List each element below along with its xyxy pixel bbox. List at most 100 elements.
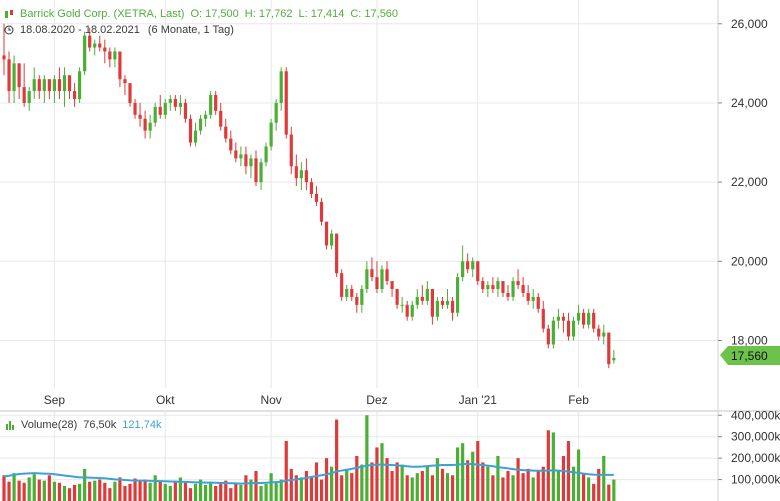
candle-body (178, 102, 182, 107)
candle-body (229, 138, 233, 151)
volume-bar (435, 458, 440, 501)
volume-bar (78, 483, 82, 501)
date-range: 18.08.2020 - 18.02.2021 (20, 24, 140, 36)
volume-bar (375, 447, 379, 501)
volume-bar (88, 481, 92, 501)
candle-body (587, 312, 591, 325)
candle-body (309, 182, 314, 194)
volume-bar (526, 468, 530, 501)
candle-body (511, 281, 515, 297)
candle-body (395, 289, 399, 305)
volume-label: Volume(28) (21, 419, 78, 431)
last-price-label: 17,560 (731, 349, 768, 363)
volume-bar (193, 483, 198, 501)
volume-bar (587, 477, 591, 501)
candle-body (93, 43, 97, 48)
candle-body (269, 122, 273, 147)
candle-body (52, 79, 56, 92)
volume-bar (42, 480, 46, 501)
volume-bar (395, 462, 399, 501)
candle-body (506, 292, 510, 297)
candle-body (37, 79, 41, 92)
volume-bar (576, 449, 581, 501)
candle-body (193, 130, 198, 143)
volume-bar (128, 483, 132, 501)
volume-bar (314, 462, 319, 501)
volume-bar (72, 484, 77, 501)
candle-body (98, 43, 102, 48)
candle-body (340, 273, 344, 297)
volume-series (2, 415, 616, 501)
volume-bar (244, 475, 248, 501)
candle-body (536, 296, 540, 309)
volume-bar (234, 483, 238, 501)
time-tick-label: Nov (260, 393, 281, 407)
volume-bar (607, 484, 611, 501)
volume-bar (410, 477, 414, 501)
volume-bar (299, 477, 303, 501)
last-price-badge: 17,560 (720, 346, 780, 365)
volume-bar (456, 447, 460, 501)
candle-body (42, 79, 46, 92)
candle-body (516, 281, 520, 286)
volume-ma-value: 121,74k (122, 419, 162, 431)
candle-body (239, 154, 243, 159)
candle-body (128, 83, 132, 103)
volume-bar (269, 473, 273, 501)
candle-body (72, 91, 77, 99)
volume-bar (602, 456, 606, 501)
volume-bar (209, 481, 213, 501)
volume-bar (541, 466, 545, 501)
volume-tick-label: 400,000k (731, 408, 780, 422)
candle-body (78, 71, 82, 99)
candle-body (12, 63, 16, 92)
high-value: H: 17,762 (244, 8, 293, 20)
time-tick-label: Sep (44, 393, 66, 407)
candle-body (521, 285, 525, 293)
time-tick-label: Dez (366, 393, 387, 407)
candle-body (57, 79, 62, 92)
candle-body (526, 292, 530, 301)
candle-body (375, 277, 379, 290)
volume-bar (345, 468, 349, 501)
volume-bar (380, 443, 384, 501)
candle-body (486, 285, 490, 290)
volume-tick-label: 300,000k (731, 430, 780, 444)
candle-body (365, 269, 369, 290)
volume-bar (183, 482, 188, 501)
volume-bar (98, 479, 102, 501)
candle-body (561, 316, 566, 321)
volume-ma-line (3, 462, 614, 485)
volume-bar (501, 477, 505, 501)
volume-bar (551, 432, 555, 501)
volume-bar (309, 477, 314, 501)
volume-bar (158, 481, 162, 501)
volume-bar (143, 479, 147, 501)
candle-body (466, 261, 470, 270)
volume-bar (123, 486, 127, 501)
candle-body (355, 296, 359, 305)
candle-body (67, 75, 72, 92)
candle-body (556, 316, 560, 321)
candle-body (47, 79, 51, 92)
candle-body (350, 289, 354, 297)
candle-body (481, 281, 485, 290)
axes: 18,000 20,000 22,000 24,000 26,000 100,000k 20… (44, 17, 780, 487)
candle-body (259, 162, 263, 183)
volume-bar (486, 466, 490, 501)
chart-header: Barrick Gold Corp. (XETRA, Last) O: 17,5… (4, 6, 398, 38)
candle-body (209, 95, 213, 115)
candle-body (173, 98, 177, 107)
candle-body (148, 122, 152, 131)
volume-bar (390, 471, 394, 501)
instrument-row: Barrick Gold Corp. (XETRA, Last) O: 17,5… (4, 6, 398, 22)
date-range-row: 18.08.2020 - 18.02.2021 (6 Monate, 1 Tag… (4, 22, 398, 38)
volume-bar (219, 482, 223, 501)
volume-bar (254, 471, 258, 501)
candle-body (2, 55, 6, 60)
candle-body (420, 296, 424, 301)
volume-bar (204, 484, 208, 501)
candle-body (264, 146, 268, 163)
